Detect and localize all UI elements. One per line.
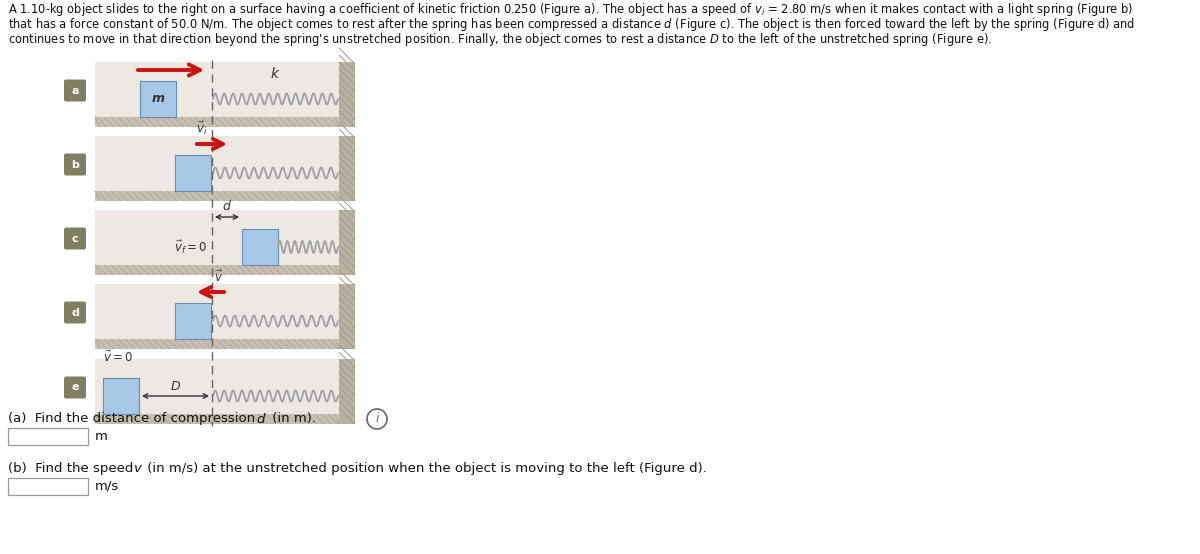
- Bar: [95, 62, 355, 117]
- Bar: [140, 81, 176, 117]
- Text: m/s: m/s: [95, 480, 119, 493]
- Bar: [95, 191, 340, 201]
- Text: m: m: [95, 429, 108, 443]
- Text: $k$: $k$: [270, 66, 281, 81]
- Text: $d$: $d$: [256, 412, 266, 426]
- Text: e: e: [71, 382, 79, 392]
- Bar: [242, 229, 278, 265]
- Bar: [95, 210, 355, 265]
- Text: continues to move in that direction beyond the spring's unstretched position. Fi: continues to move in that direction beyo…: [8, 31, 992, 48]
- FancyBboxPatch shape: [64, 153, 86, 176]
- Bar: [95, 136, 355, 191]
- Text: A 1.10-kg object slides to the right on a surface having a coefficient of kineti: A 1.10-kg object slides to the right on …: [8, 1, 1133, 18]
- Bar: [95, 284, 355, 339]
- Bar: [340, 136, 355, 201]
- Text: (in m/s) at the unstretched position when the object is moving to the left (Figu: (in m/s) at the unstretched position whe…: [143, 462, 707, 475]
- Text: c: c: [72, 233, 78, 244]
- Text: (a)  Find the distance of compression: (a) Find the distance of compression: [8, 412, 259, 425]
- Bar: [95, 339, 340, 349]
- Text: a: a: [71, 85, 79, 95]
- Text: $\vec{v}_f = 0$: $\vec{v}_f = 0$: [174, 238, 208, 255]
- Bar: [95, 117, 340, 127]
- Bar: [95, 359, 355, 414]
- Text: i: i: [376, 413, 379, 425]
- Bar: [340, 359, 355, 424]
- Bar: [103, 378, 139, 414]
- Text: m: m: [151, 93, 164, 105]
- Bar: [95, 414, 340, 424]
- Text: $\vec{v}$: $\vec{v}$: [215, 270, 223, 285]
- Text: that has a force constant of 50.0 N/m. The object comes to rest after the spring: that has a force constant of 50.0 N/m. T…: [8, 16, 1135, 33]
- Bar: [340, 210, 355, 275]
- Bar: [340, 284, 355, 349]
- FancyBboxPatch shape: [64, 80, 86, 101]
- Text: $\vec{v} = 0$: $\vec{v} = 0$: [103, 350, 133, 365]
- Bar: [340, 62, 355, 127]
- Bar: [175, 303, 211, 339]
- Bar: [95, 265, 340, 275]
- FancyBboxPatch shape: [8, 428, 88, 445]
- Text: $v$: $v$: [133, 462, 143, 475]
- Text: $\vec{v}_i$: $\vec{v}_i$: [197, 120, 208, 137]
- Bar: [175, 155, 211, 191]
- FancyBboxPatch shape: [64, 228, 86, 249]
- Text: (b)  Find the speed: (b) Find the speed: [8, 462, 138, 475]
- Text: $d$: $d$: [222, 199, 232, 213]
- FancyBboxPatch shape: [64, 301, 86, 324]
- Text: (in m).: (in m).: [268, 412, 316, 425]
- Text: b: b: [71, 160, 79, 170]
- Text: d: d: [71, 307, 79, 317]
- FancyBboxPatch shape: [64, 377, 86, 398]
- Text: $D$: $D$: [170, 380, 181, 393]
- FancyBboxPatch shape: [8, 478, 88, 495]
